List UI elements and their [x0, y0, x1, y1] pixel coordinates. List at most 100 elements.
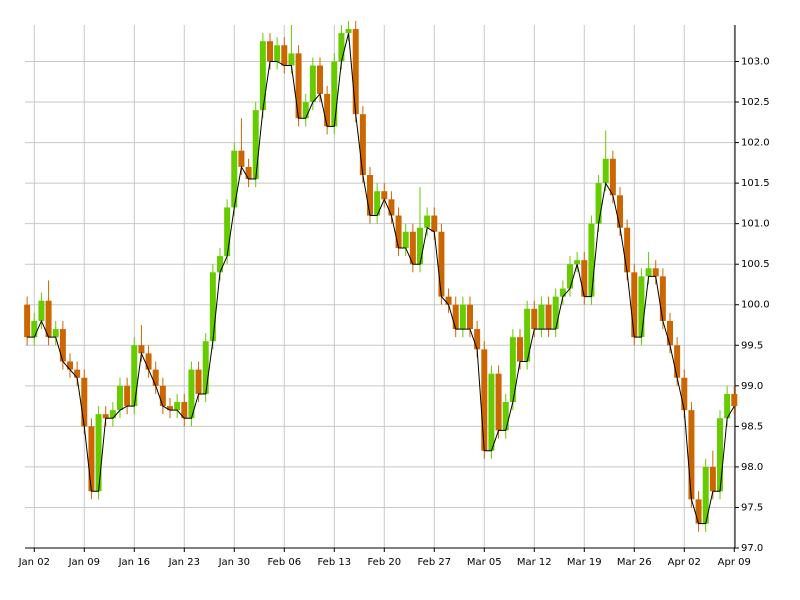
- candle-body: [631, 272, 638, 338]
- x-tick-label: Feb 27: [417, 557, 451, 568]
- candle-body: [717, 418, 723, 492]
- candle-body: [274, 45, 281, 62]
- candle-body: [688, 410, 695, 500]
- x-tick-label: Mar 12: [517, 557, 552, 568]
- candle-body: [24, 304, 31, 338]
- candle-body: [588, 223, 595, 297]
- candle-body: [709, 466, 716, 492]
- candle-body: [524, 308, 531, 362]
- candle-body: [217, 256, 223, 273]
- candle-body: [624, 227, 631, 273]
- candle-body: [145, 353, 152, 370]
- x-tick-label: Jan 02: [18, 557, 50, 568]
- candle-body: [424, 215, 431, 228]
- candle-body: [559, 288, 566, 297]
- candle-body: [324, 93, 331, 127]
- candle-body: [602, 158, 609, 184]
- candle-body: [338, 33, 345, 62]
- candle-body: [202, 341, 209, 394]
- candle-body: [359, 114, 366, 176]
- x-tick-label: Feb 20: [367, 557, 401, 568]
- x-tick-label: Jan 30: [218, 557, 250, 568]
- candle-body: [459, 304, 466, 330]
- x-tick-label: Jan 23: [168, 557, 200, 568]
- candle-body: [131, 345, 138, 407]
- candle-body: [595, 183, 602, 224]
- candle-body: [488, 373, 495, 451]
- candle-body: [581, 260, 588, 297]
- candle-body: [209, 272, 216, 342]
- candle-body: [574, 260, 581, 265]
- candle-body: [188, 369, 195, 419]
- candle-body: [109, 410, 116, 419]
- candle-body: [674, 345, 681, 378]
- x-tick-label: Feb 13: [317, 557, 351, 568]
- candle-body: [331, 61, 338, 127]
- candle-body: [67, 361, 73, 370]
- candle-body: [288, 53, 295, 66]
- candle-body: [402, 231, 409, 248]
- candle-body: [395, 215, 402, 248]
- y-tick-label: 102.5: [741, 97, 770, 108]
- y-tick-label: 101.0: [741, 219, 770, 230]
- candle-body: [117, 385, 123, 411]
- candle-body: [409, 231, 416, 265]
- candle-body: [431, 215, 438, 232]
- candle-body: [374, 191, 381, 216]
- candle-body: [467, 304, 473, 330]
- y-tick-label: 100.0: [741, 300, 770, 311]
- candle-body: [645, 268, 652, 277]
- candle-body: [124, 385, 131, 407]
- candle-body: [681, 377, 688, 411]
- candle-body: [138, 345, 145, 354]
- candle-body: [309, 65, 316, 103]
- candle-body: [617, 195, 623, 228]
- candle-body: [88, 426, 95, 492]
- candle-body: [567, 264, 573, 289]
- candle-body: [252, 110, 259, 180]
- y-tick-label: 97.5: [741, 502, 763, 513]
- candle-body: [538, 304, 545, 330]
- candle-body: [167, 406, 173, 411]
- candle-body: [302, 102, 309, 119]
- candle-body: [724, 393, 731, 419]
- candle-body: [667, 320, 673, 346]
- y-tick-label: 102.0: [741, 138, 770, 149]
- candle-body: [659, 276, 666, 321]
- candle-body: [502, 402, 509, 431]
- candle-body: [695, 499, 702, 524]
- candle-body: [702, 466, 709, 524]
- candle-body: [545, 304, 552, 330]
- x-tick-label: Apr 02: [668, 557, 701, 568]
- x-tick-label: Mar 26: [617, 557, 652, 568]
- x-tick-label: Apr 09: [718, 557, 751, 568]
- y-tick-label: 101.5: [741, 178, 770, 189]
- candle-body: [52, 329, 59, 338]
- candle-body: [267, 41, 273, 62]
- candle-body: [474, 329, 481, 350]
- candle-body: [195, 369, 202, 394]
- candle-body: [238, 150, 245, 167]
- candle-body: [352, 29, 359, 115]
- candle-body: [731, 393, 738, 407]
- x-tick-label: Mar 19: [567, 557, 602, 568]
- candle-body: [495, 373, 502, 431]
- candle-body: [517, 337, 523, 362]
- candle-body: [381, 191, 388, 200]
- x-tick-label: Feb 06: [267, 557, 301, 568]
- candle-body: [59, 329, 66, 362]
- candle-body: [317, 65, 323, 94]
- candle-body: [174, 402, 181, 411]
- y-tick-label: 97.0: [741, 543, 763, 554]
- candle-body: [652, 268, 659, 277]
- candle-body: [445, 296, 452, 305]
- candle-body: [609, 158, 616, 196]
- x-tick-label: Mar 05: [467, 557, 502, 568]
- candle-body: [638, 276, 645, 338]
- candle-body: [224, 207, 231, 257]
- y-tick-label: 103.0: [741, 56, 770, 67]
- candle-body: [509, 337, 516, 403]
- candle-body: [231, 150, 238, 208]
- x-tick-label: Jan 16: [118, 557, 150, 568]
- candle-body: [452, 304, 459, 330]
